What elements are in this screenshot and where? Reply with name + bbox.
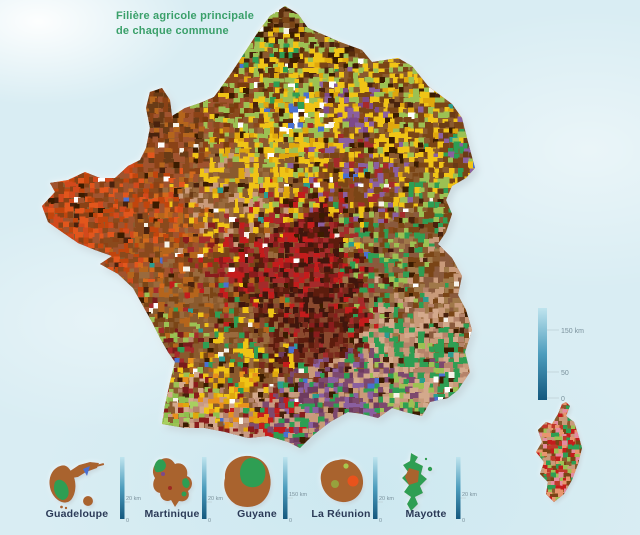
guadeloupe-scalebar-zero: 0 (126, 518, 129, 524)
main-scalebar-label-50: 50 (561, 370, 569, 377)
martinique-scalebar-bar (202, 457, 207, 519)
reunion-scalebar-label: 20 km (379, 496, 394, 502)
mayotte-scalebar-bar (456, 457, 461, 519)
guadeloupe-saintes-1 (60, 505, 63, 509)
map-title-line1: Filière agricole principale (116, 10, 255, 22)
guadeloupe-saintes-2 (64, 506, 68, 510)
inset-scalebar-mayotte: 20 km 0 (456, 457, 477, 524)
martinique-purple-patch (161, 472, 165, 476)
martinique-green-east (182, 478, 190, 488)
reunion-orange-patch (347, 475, 359, 487)
guadeloupe-blue-patch (83, 466, 90, 476)
map-title: Filière agricole principale de chaque co… (116, 9, 254, 39)
inset-martinique (152, 458, 193, 507)
main-scalebar-label-0: 0 (561, 396, 565, 403)
france-mosaic (42, 6, 475, 448)
guadeloupe-green-patch (53, 479, 69, 500)
inset-scalebar-guyane: 150 km 0 (283, 457, 307, 524)
inset-guyane (224, 455, 271, 507)
reunion-scalebar-zero: 0 (379, 518, 382, 524)
inset-label-mayotte: Mayotte (405, 508, 447, 520)
main-scalebar: 150 km 50 0 (538, 308, 584, 403)
martinique-green-south (181, 491, 187, 497)
inset-scalebar-guadeloupe: 20 km 0 (120, 457, 141, 524)
inset-label-reunion: La Réunion (311, 508, 371, 520)
martinique-scalebar-label: 20 km (208, 496, 223, 502)
mayotte-scalebar-zero: 0 (462, 518, 465, 524)
inset-label-guyane: Guyane (237, 508, 277, 520)
guyane-green-patch (239, 457, 266, 488)
guadeloupe-scalebar-label: 20 km (126, 496, 141, 502)
mayotte-brown-patch (405, 468, 419, 485)
inset-label-guadeloupe: Guadeloupe (45, 508, 109, 520)
martinique-green-north (154, 459, 166, 473)
guyane-scalebar-zero: 0 (289, 518, 292, 524)
corsica-mosaic (536, 402, 582, 502)
corsica-map (536, 402, 582, 502)
inset-reunion (320, 459, 364, 503)
martinique-scalebar-zero: 0 (208, 518, 211, 524)
inset-mayotte (402, 453, 433, 511)
guadeloupe-scalebar-bar (120, 457, 125, 519)
main-scalebar-label-150: 150 km (561, 328, 584, 335)
france-map (42, 6, 475, 448)
guyane-scalebar-bar (283, 457, 288, 519)
guadeloupe-desirade (96, 463, 105, 467)
main-scalebar-bar (538, 308, 547, 400)
guadeloupe-marie-galante (83, 496, 93, 506)
map-title-line2: de chaque commune (116, 25, 229, 37)
inset-scalebar-martinique: 20 km 0 (202, 457, 223, 524)
inset-label-martinique: Martinique (144, 508, 200, 520)
mayotte-scalebar-label: 20 km (462, 492, 477, 498)
mayotte-islet-1 (427, 466, 433, 472)
guyane-scalebar-label: 150 km (289, 492, 307, 498)
inset-guadeloupe (49, 462, 105, 510)
inset-scalebar-reunion: 20 km 0 (373, 457, 394, 524)
mayotte-islet-2 (424, 457, 428, 461)
reunion-scalebar-bar (373, 457, 378, 519)
reunion-body (320, 459, 364, 503)
reunion-olive-patch (331, 480, 339, 488)
reunion-lightgreen-patch (343, 463, 349, 469)
martinique-darkred-patch (168, 486, 172, 490)
